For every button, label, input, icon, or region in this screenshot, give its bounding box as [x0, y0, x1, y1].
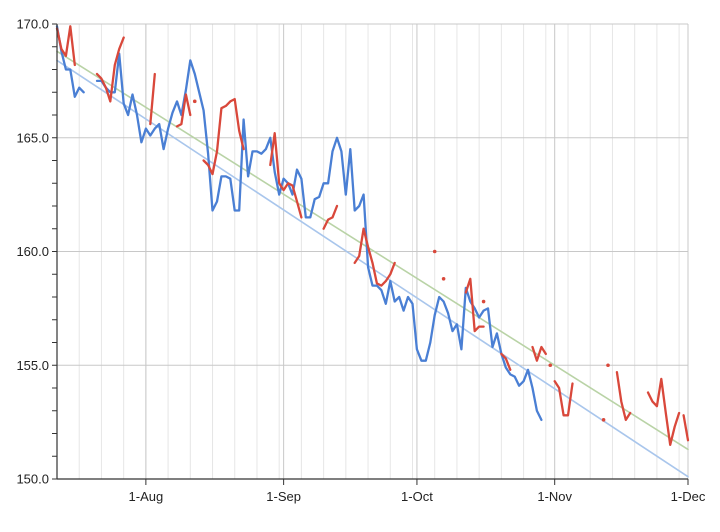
- series-line: [55, 25, 690, 447]
- y-tick-label: 155.0: [16, 358, 49, 373]
- major-gridlines: [57, 23, 689, 480]
- data-point: [441, 277, 446, 281]
- data-point: [601, 418, 606, 422]
- data-point: [548, 363, 553, 368]
- x-tick-label: 1-Aug: [129, 489, 164, 504]
- data-point: [481, 299, 486, 304]
- y-axis-tick-labels: 150.0 155.0 160.0 165.0 170.0: [16, 17, 49, 487]
- axes: [52, 23, 689, 485]
- x-tick-label: 1-Dec: [671, 489, 706, 504]
- x-axis-tick-labels: 1-Aug 1-Sep 1-Oct 1-Nov 1-Dec: [129, 489, 706, 504]
- data-point: [606, 363, 610, 368]
- trendline: [56, 59, 689, 478]
- y-tick-label: 160.0: [16, 244, 49, 259]
- data-series: [55, 25, 690, 447]
- series-line: [55, 25, 543, 422]
- trendlines: [56, 50, 689, 478]
- x-tick-label: 1-Nov: [537, 489, 572, 504]
- x-tick-label: 1-Oct: [401, 489, 433, 504]
- y-tick-label: 165.0: [16, 130, 49, 145]
- y-tick-label: 170.0: [16, 17, 49, 32]
- data-point: [432, 249, 437, 254]
- trendline: [56, 50, 689, 451]
- x-tick-label: 1-Sep: [266, 489, 301, 504]
- y-tick-label: 150.0: [16, 472, 49, 487]
- data-point: [192, 99, 197, 104]
